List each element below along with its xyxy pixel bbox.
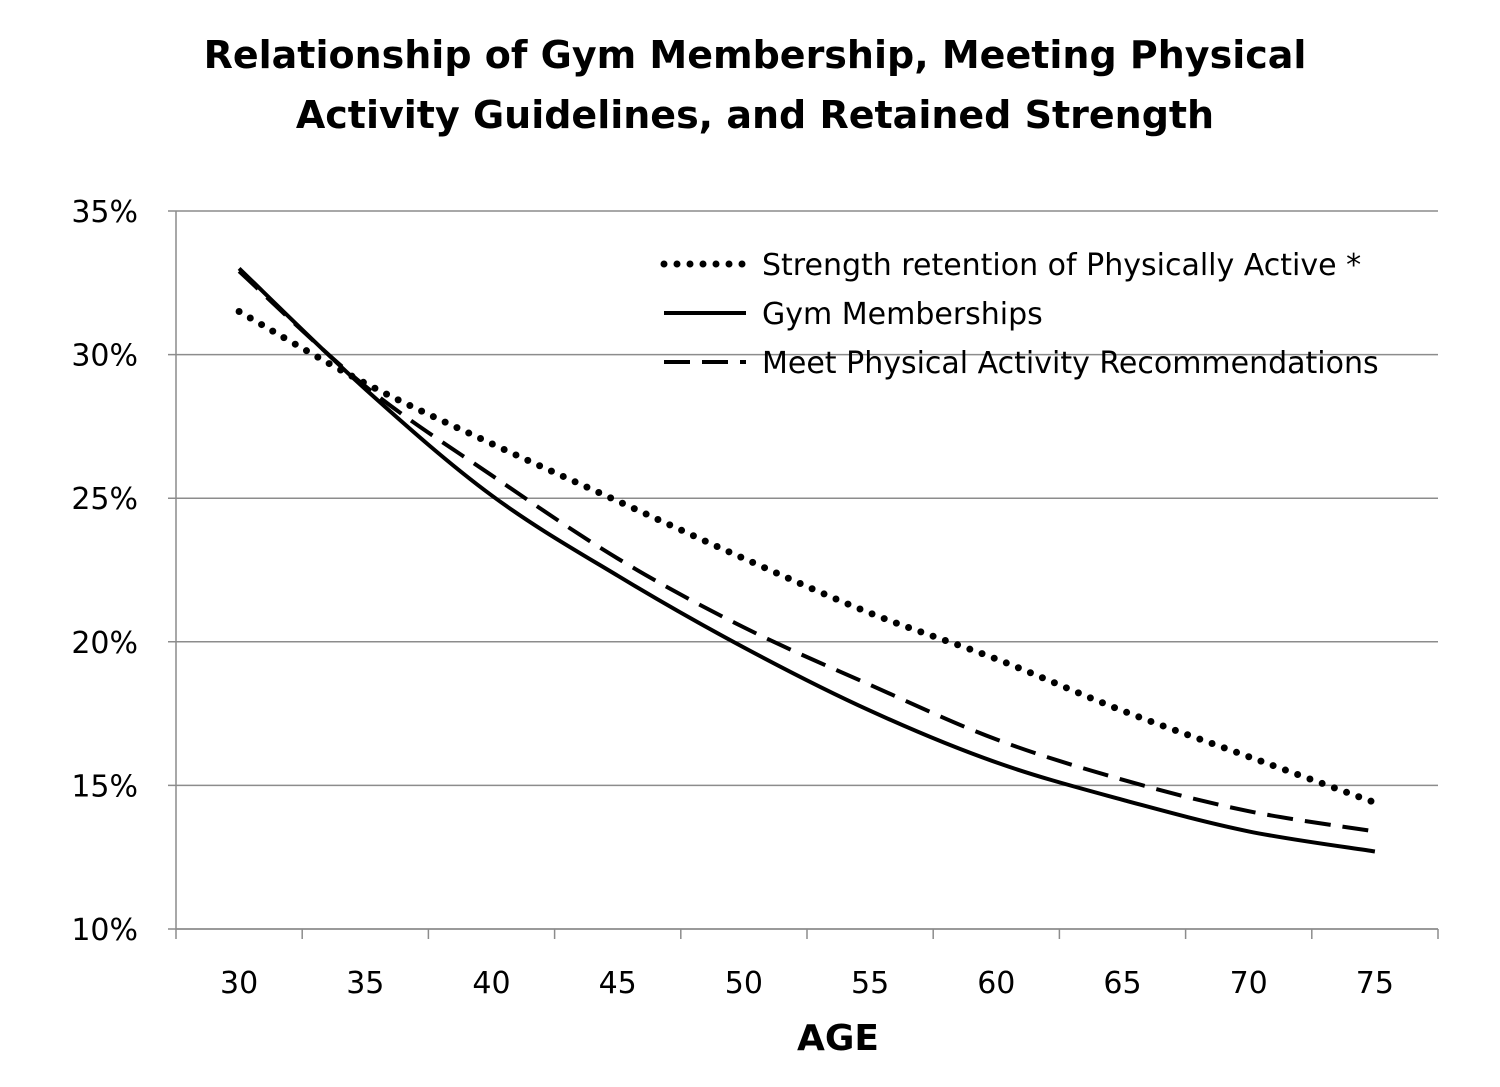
- chart-title-group: Relationship of Gym Membership, Meeting …: [204, 33, 1307, 137]
- series-line-solid: [237, 266, 1376, 854]
- x-tick-label: 40: [472, 966, 510, 1001]
- x-tick-label: 75: [1356, 966, 1394, 1001]
- series-lines: [235, 266, 1379, 854]
- series-line-dotted: [235, 308, 1379, 807]
- x-tick-label: 60: [977, 966, 1015, 1001]
- chart-title-line-1: Relationship of Gym Membership, Meeting …: [204, 33, 1307, 77]
- x-tick-label: 70: [1230, 966, 1268, 1001]
- x-tick-label: 65: [1103, 966, 1141, 1001]
- legend-label: Meet Physical Activity Recommendations: [762, 346, 1379, 381]
- x-tick-label: 55: [851, 966, 889, 1001]
- y-tick-labels: 10% 15% 20% 25% 30% 35%: [71, 195, 138, 948]
- legend-label: Gym Memberships: [762, 297, 1043, 332]
- y-tick-label: 15%: [71, 769, 138, 804]
- y-tick-label: 35%: [71, 195, 138, 230]
- y-tick-label: 25%: [71, 482, 138, 517]
- series-line-dashed: [237, 269, 1376, 834]
- x-tick-label: 30: [220, 966, 258, 1001]
- y-tick-label: 20%: [71, 626, 138, 661]
- y-tick-label: 30%: [71, 339, 138, 374]
- legend-label: Strength retention of Physically Active …: [762, 248, 1361, 283]
- x-tick-label: 45: [599, 966, 637, 1001]
- chart-title-line-2: Activity Guidelines, and Retained Streng…: [296, 93, 1214, 137]
- x-tick-label: 50: [725, 966, 763, 1001]
- x-tick-labels: 30 35 40 45 50 55 60 65 70 75: [220, 966, 1394, 1001]
- axes: [175, 211, 1439, 939]
- x-axis-title: AGE: [797, 1018, 879, 1059]
- legend: Strength retention of Physically Active …: [660, 248, 1379, 381]
- y-tick-label: 10%: [71, 913, 138, 948]
- x-tick-label: 35: [346, 966, 384, 1001]
